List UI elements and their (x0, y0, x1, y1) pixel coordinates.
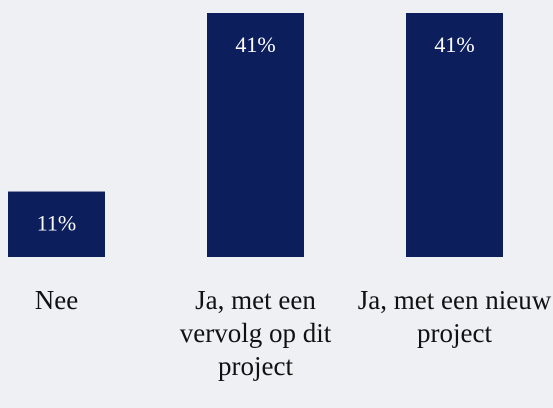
data-label: 41% (235, 32, 275, 57)
category-label: Ja, met een vervolg op dit project (179, 285, 332, 381)
category-label: Ja, met een nieuw project (357, 285, 552, 348)
bar (207, 13, 304, 257)
bar (406, 13, 503, 257)
data-label: 11% (37, 211, 77, 236)
category-label: Nee (34, 285, 79, 315)
data-label: 41% (434, 32, 474, 57)
bar (8, 191, 105, 257)
